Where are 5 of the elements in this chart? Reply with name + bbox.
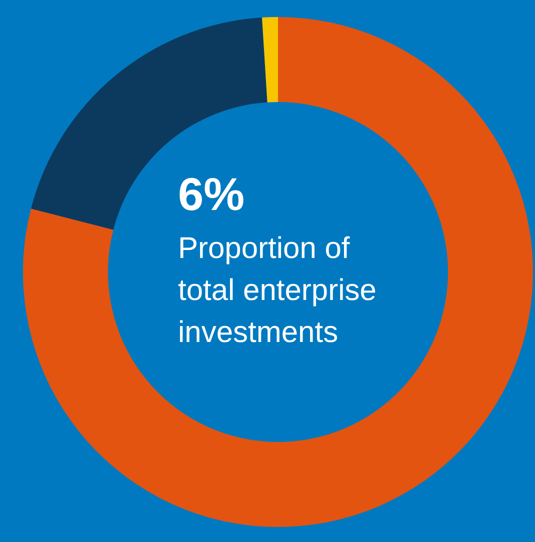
donut-slice bbox=[23, 17, 533, 527]
donut-slice bbox=[262, 17, 278, 102]
text: 6% bbox=[178, 168, 244, 220]
donut-slice bbox=[31, 18, 268, 230]
text: Proportion of total enterprise investments bbox=[178, 232, 376, 349]
